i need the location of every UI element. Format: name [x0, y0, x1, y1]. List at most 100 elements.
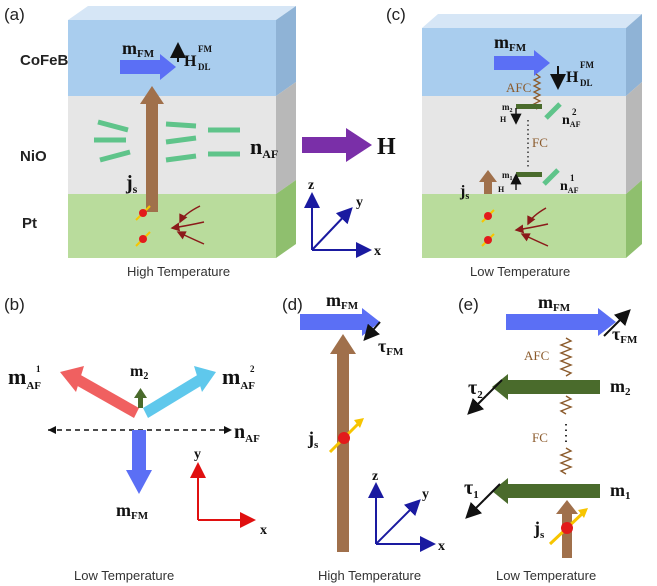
tau-fm-label-d: τFM: [378, 336, 404, 358]
panel-b-caption: Low Temperature: [74, 568, 174, 583]
tau1-label-e: τ1: [464, 477, 479, 501]
tau2-label-e: τ2: [468, 377, 483, 401]
axis-y-label-b: y: [194, 447, 201, 462]
m2-label-c: m2: [502, 102, 513, 114]
panel-e-caption: Low Temperature: [496, 568, 596, 583]
tau-fm-arrow-e: [603, 309, 631, 337]
axis-x-label-a: x: [374, 244, 381, 259]
axis-z-label-d: z: [372, 469, 378, 484]
m2-label-e: m2: [610, 376, 631, 398]
mfm-label-a: mFM: [122, 38, 155, 60]
hdl-sup-a: FM: [198, 44, 212, 54]
field-h-arrow: [302, 128, 372, 162]
fc-label-e: FC: [532, 430, 548, 445]
naf2-label-c: nAF: [562, 113, 581, 129]
tau2-stem-e: [485, 379, 503, 397]
naf1-arrow-c: [542, 168, 560, 186]
axis-y-label-a: y: [356, 195, 363, 210]
naf-label-a: nAF: [250, 134, 278, 161]
spin-current-arrow-e: [556, 500, 578, 558]
panel-c: (c) mFM H DL FM AFC m2 H: [386, 5, 642, 279]
m1-label-e: m1: [610, 480, 631, 502]
axis-y-label-d: y: [422, 487, 429, 502]
maf1-sup-b: 1: [36, 364, 41, 374]
mfm-arrow-e: [506, 308, 616, 336]
axis-x-label-b: x: [260, 523, 267, 538]
tau-fm-arrow-d: [363, 321, 381, 342]
panel-d-label: (d): [282, 295, 303, 314]
mfm-arrow-a: [120, 54, 176, 80]
mfm-arrow-d: [300, 308, 380, 336]
panel-e: (e) mFM τFM AFC m2 τ2 FC: [458, 292, 638, 583]
panel-d: (d) mFM τFM js z y: [282, 290, 445, 583]
js-label-c: js: [459, 183, 469, 202]
maf2-label-b: mAF: [222, 364, 255, 392]
hdl-label-c: H: [566, 69, 579, 86]
axis-x-label-d: x: [438, 539, 445, 554]
afc-label-c: AFC: [506, 80, 531, 95]
js-label-d: js: [307, 428, 319, 451]
hdl2-label-c: H: [500, 115, 507, 124]
naf2-sup-c: 2: [572, 107, 577, 117]
tau1-stem-e: [483, 483, 501, 501]
spring-upper-e: [559, 395, 573, 415]
naf-label-b: nAF: [234, 421, 260, 445]
hdl1-label-c: H: [498, 185, 505, 194]
layer-pt-label: Pt: [22, 215, 37, 232]
hdl-sup-c: FM: [580, 60, 594, 70]
m2-label-b: m2: [130, 363, 148, 382]
naf-arrows-a: [94, 119, 240, 163]
maf2-arrow-b: [143, 366, 216, 418]
afc-spring-e: [559, 337, 573, 377]
panel-a-caption: High Temperature: [127, 264, 230, 279]
mfm-label-b: mFM: [116, 500, 149, 522]
m1-bar-c: [516, 172, 542, 177]
panel-a: (a) CoFeB NiO Pt mFM H: [4, 5, 381, 279]
maf1-label-b: mAF: [8, 364, 41, 392]
m2-arrow-b: [134, 388, 147, 408]
hdl-sub-a: DL: [198, 62, 211, 72]
spin-electron-e: [548, 508, 588, 546]
axis-z-label-a: z: [308, 178, 314, 193]
panel-b-label: (b): [4, 295, 25, 314]
maf2-sup-b: 2: [250, 364, 255, 374]
panel-c-label: (c): [386, 5, 406, 24]
js-label-e: js: [533, 518, 545, 541]
mfm-label-d: mFM: [326, 290, 359, 312]
panel-a-slab: [68, 6, 296, 258]
fc-label-c: FC: [532, 135, 548, 150]
layer-cofeb-label: CoFeB: [20, 52, 69, 69]
spring-lower-e: [559, 447, 573, 475]
mfm-label-c: mFM: [494, 32, 527, 54]
mfm-arrow-b: [126, 430, 152, 494]
spin-current-arrow-d: [330, 334, 356, 552]
spin-current-arrow-a: [140, 86, 164, 212]
panel-b: (b) nAF mAF 1 mAF 2 m2: [4, 295, 267, 583]
tau2-arrow-e: [467, 395, 487, 415]
panel-c-caption: Low Temperature: [470, 264, 570, 279]
naf1-sup-c: 1: [570, 173, 575, 183]
tau1-arrow-e: [465, 499, 485, 519]
pt-electrons-a: [135, 205, 205, 247]
naf1-label-c: nAF: [560, 179, 579, 195]
naf2-arrow-c: [544, 102, 562, 120]
field-h-label: H: [377, 134, 396, 160]
mfm-label-e: mFM: [538, 292, 571, 314]
m1-bar-e: [492, 478, 600, 504]
afc-label-e: AFC: [524, 348, 549, 363]
axes-xyz-d: [368, 482, 436, 552]
m2-bar-e: [492, 374, 600, 400]
naf-axis-right-head-b: [224, 426, 232, 434]
axes-xyz-a: [304, 192, 372, 258]
spin-electron-d: [328, 418, 364, 454]
maf1-arrow-b: [60, 366, 139, 418]
spin-current-arrow-c: [479, 170, 497, 194]
js-label-a: js: [125, 172, 138, 196]
pt-electrons-c: [481, 207, 549, 247]
mfm-arrow-c: [494, 50, 550, 76]
naf-axis-left-head-b: [48, 426, 56, 434]
layer-nio-label: NiO: [20, 148, 47, 165]
panel-a-label: (a): [4, 5, 25, 24]
hdl-sub-c: DL: [580, 78, 593, 88]
